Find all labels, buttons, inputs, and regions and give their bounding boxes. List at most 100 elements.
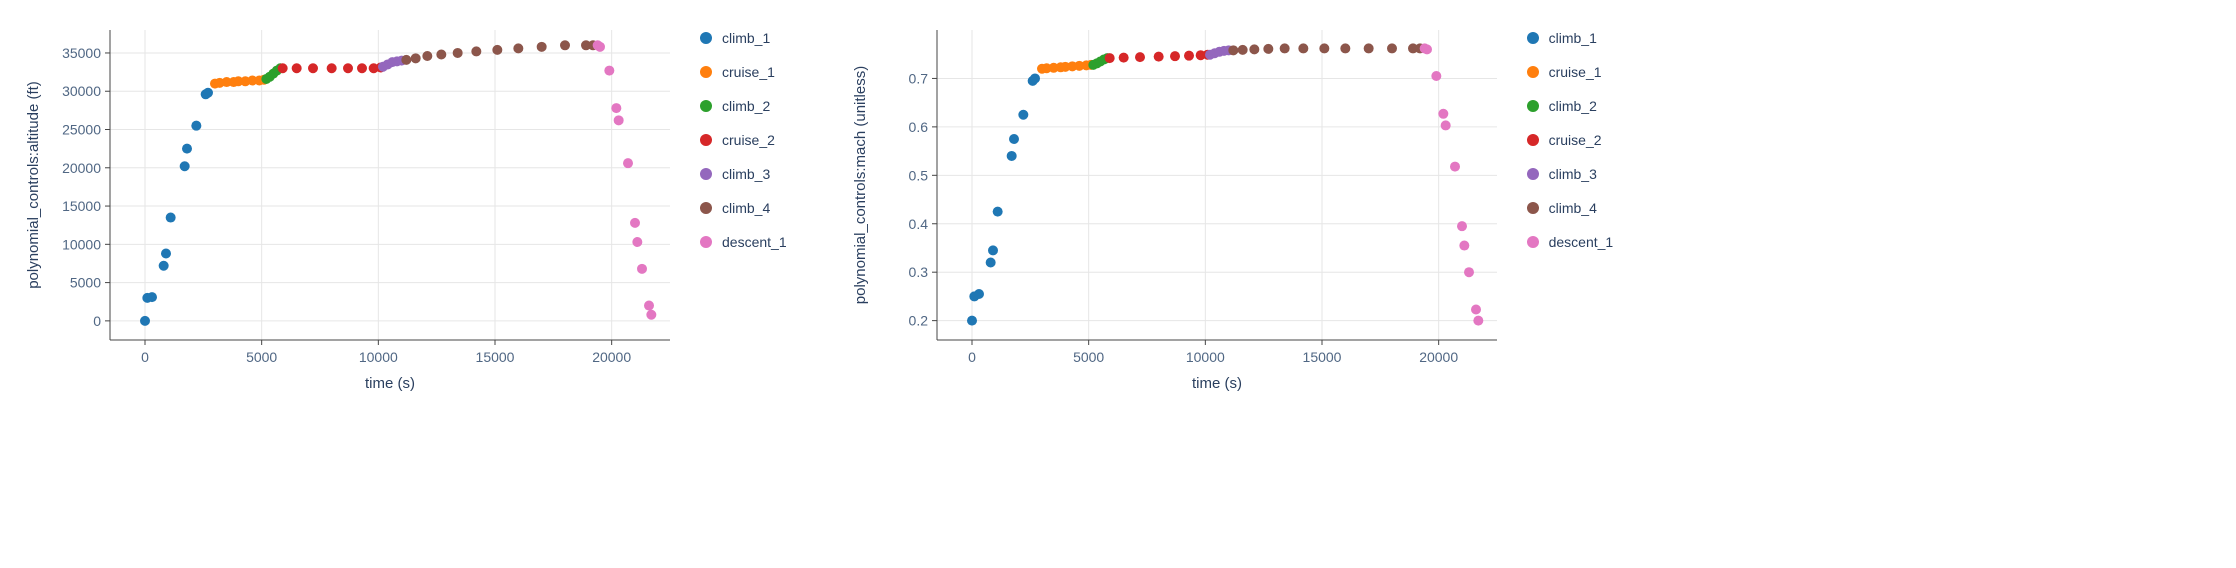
charts-row: 0500010000150002000005000100001500020000… [20,20,2216,405]
legend-item[interactable]: cruise_1 [1527,64,1614,80]
data-point [471,46,481,56]
data-point [1263,44,1273,54]
data-point [180,161,190,171]
data-point [422,51,432,61]
legend-label: descent_1 [1549,234,1614,250]
legend-label: cruise_1 [722,64,775,80]
data-point [644,301,654,311]
legend-label: climb_3 [722,166,770,182]
legend: climb_1 cruise_1 climb_2 cruise_2 climb_… [700,30,787,250]
x-tick-label: 0 [968,349,976,365]
legend-swatch [700,134,712,146]
data-point [1170,51,1180,61]
data-point [637,264,647,274]
data-point [988,245,998,255]
y-tick-label: 10000 [62,236,101,252]
data-point [604,66,614,76]
legend-swatch [700,32,712,44]
legend-item[interactable]: cruise_1 [700,64,787,80]
data-point [1153,52,1163,62]
y-tick-label: 0.6 [908,119,928,135]
data-point [560,40,570,50]
x-tick-label: 20000 [592,349,631,365]
data-point [166,213,176,223]
legend-swatch [1527,236,1539,248]
chart-block-altitude: 0500010000150002000005000100001500020000… [20,20,787,405]
data-point [1018,110,1028,120]
chart-svg-wrap: 0500010000150002000005000100001500020000… [20,20,680,405]
data-point [1471,304,1481,314]
data-point [1457,221,1467,231]
legend-item[interactable]: climb_3 [1527,166,1614,182]
y-tick-label: 30000 [62,83,101,99]
data-point [1104,53,1114,63]
legend-swatch [1527,134,1539,146]
legend-item[interactable]: cruise_2 [700,132,787,148]
y-axis-label: polynomial_controls:mach (unitless) [852,66,869,304]
y-tick-label: 20000 [62,160,101,176]
legend-swatch [700,202,712,214]
legend-item[interactable]: climb_2 [1527,98,1614,114]
legend-item[interactable]: climb_1 [1527,30,1614,46]
chart-block-mach: 050001000015000200000.20.30.40.50.60.7ti… [847,20,1614,405]
y-tick-label: 35000 [62,45,101,61]
data-point [343,63,353,73]
data-point [1006,151,1016,161]
x-axis-label: time (s) [365,375,415,392]
legend-swatch [700,236,712,248]
data-point [1279,43,1289,53]
data-point [308,63,318,73]
data-point [1249,44,1259,54]
data-point [1135,52,1145,62]
legend-swatch [1527,66,1539,78]
data-point [292,63,302,73]
data-point [1440,120,1450,130]
x-tick-label: 15000 [1302,349,1341,365]
legend-item[interactable]: climb_1 [700,30,787,46]
data-point [436,49,446,59]
data-point [1319,43,1329,53]
data-point [401,55,411,65]
x-tick-label: 0 [141,349,149,365]
y-axis-label: polynomial_controls:altitude (ft) [25,81,42,289]
legend-item[interactable]: descent_1 [700,234,787,250]
chart-svg-wrap: 050001000015000200000.20.30.40.50.60.7ti… [847,20,1507,405]
x-axis-label: time (s) [1192,375,1242,392]
data-point [1237,45,1247,55]
data-point [1009,134,1019,144]
data-point [159,261,169,271]
data-point [646,310,656,320]
data-point [1298,43,1308,53]
legend-item[interactable]: climb_4 [1527,200,1614,216]
data-point [278,63,288,73]
legend-swatch [1527,202,1539,214]
data-point [182,144,192,154]
legend-item[interactable]: descent_1 [1527,234,1614,250]
legend-item[interactable]: climb_2 [700,98,787,114]
chart-altitude-svg: 0500010000150002000005000100001500020000… [20,20,680,400]
legend-label: cruise_1 [1549,64,1602,80]
legend-item[interactable]: climb_4 [700,200,787,216]
data-point [1387,43,1397,53]
data-point [147,292,157,302]
legend-swatch [1527,32,1539,44]
data-point [974,289,984,299]
data-point [191,121,201,131]
y-tick-label: 15000 [62,198,101,214]
data-point [1464,267,1474,277]
data-point [537,42,547,52]
y-tick-label: 0 [93,313,101,329]
legend-item[interactable]: cruise_2 [1527,132,1614,148]
legend-label: climb_4 [722,200,770,216]
legend-label: climb_4 [1549,200,1597,216]
legend-label: climb_1 [1549,30,1597,46]
legend-item[interactable]: climb_3 [700,166,787,182]
data-point [967,316,977,326]
data-point [1473,316,1483,326]
data-point [327,63,337,73]
data-point [411,53,421,63]
y-tick-label: 0.5 [908,167,928,183]
x-tick-label: 5000 [1073,349,1104,365]
plot-background [937,30,1497,340]
legend-label: climb_1 [722,30,770,46]
